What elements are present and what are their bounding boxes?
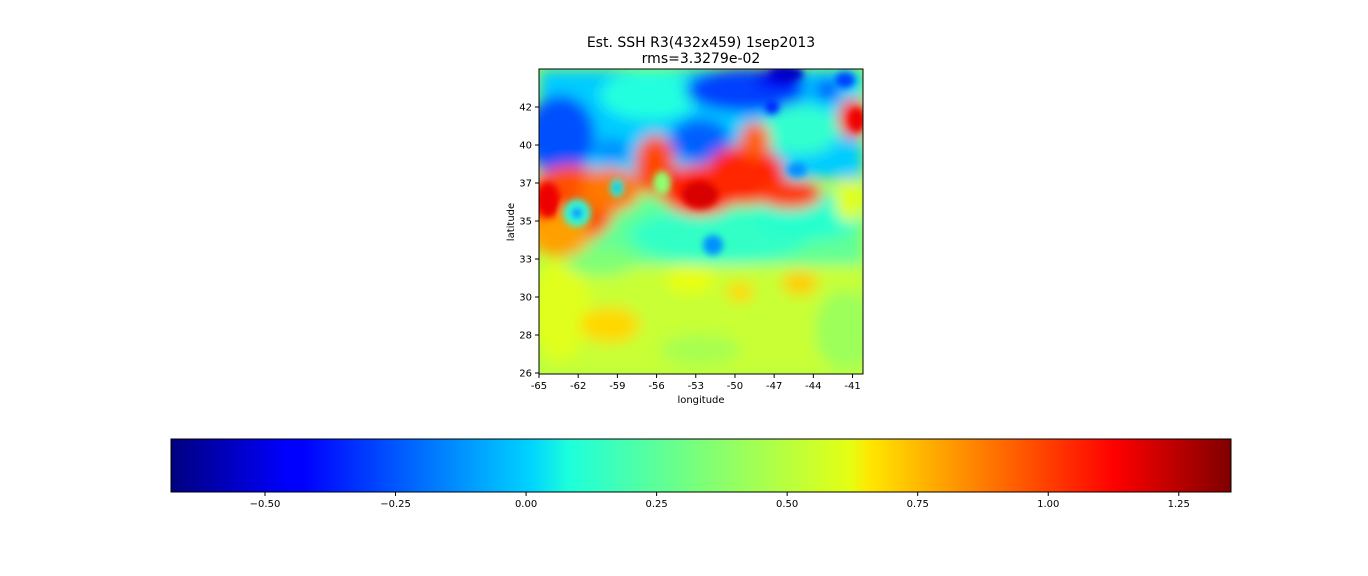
x-tick-label: -50 [727, 381, 743, 392]
x-axis-label: longitude [677, 395, 724, 406]
y-tick-label: 26 [519, 369, 532, 380]
y-axis-label: latitude [506, 203, 517, 241]
y-axis-ticks: 26 28 30 33 35 37 40 42 [519, 103, 539, 380]
ssh-heatmap [539, 69, 863, 374]
y-tick-label: 37 [519, 179, 532, 190]
x-tick-label: -44 [805, 381, 821, 392]
colorbar-tick-label: −0.50 [250, 499, 281, 510]
colorbar [170, 438, 1232, 493]
y-tick-label: 35 [519, 217, 532, 228]
x-tick-label: -65 [531, 381, 547, 392]
x-tick-label: -56 [648, 381, 664, 392]
y-tick-label: 30 [519, 293, 532, 304]
colorbar-tick-label: 0.00 [515, 499, 537, 510]
colorbar-tick-label: 0.50 [776, 499, 798, 510]
chart-subtitle: rms=3.3279e-02 [642, 51, 761, 67]
colorbar-tick-label: 1.00 [1037, 499, 1059, 510]
x-tick-label: -59 [609, 381, 625, 392]
chart-title: Est. SSH R3(432x459) 1sep2013 [587, 35, 815, 51]
colorbar-ticks: −0.50 −0.25 0.00 0.25 0.50 0.75 1.00 1.25 [250, 492, 1190, 510]
y-tick-label: 42 [519, 103, 532, 114]
x-tick-label: -62 [570, 381, 586, 392]
colorbar-tick-label: 0.25 [645, 499, 667, 510]
y-tick-label: 33 [519, 255, 532, 266]
x-tick-label: -41 [844, 381, 860, 392]
x-tick-label: -47 [766, 381, 782, 392]
colorbar-tick-label: −0.25 [380, 499, 411, 510]
x-axis-ticks: -65 -62 -59 -56 -53 -50 -47 -44 -41 [531, 374, 861, 392]
y-tick-label: 28 [519, 331, 532, 342]
x-tick-label: -53 [688, 381, 704, 392]
y-tick-label: 40 [519, 141, 532, 152]
colorbar-tick-label: 0.75 [907, 499, 929, 510]
colorbar-tick-label: 1.25 [1168, 499, 1190, 510]
